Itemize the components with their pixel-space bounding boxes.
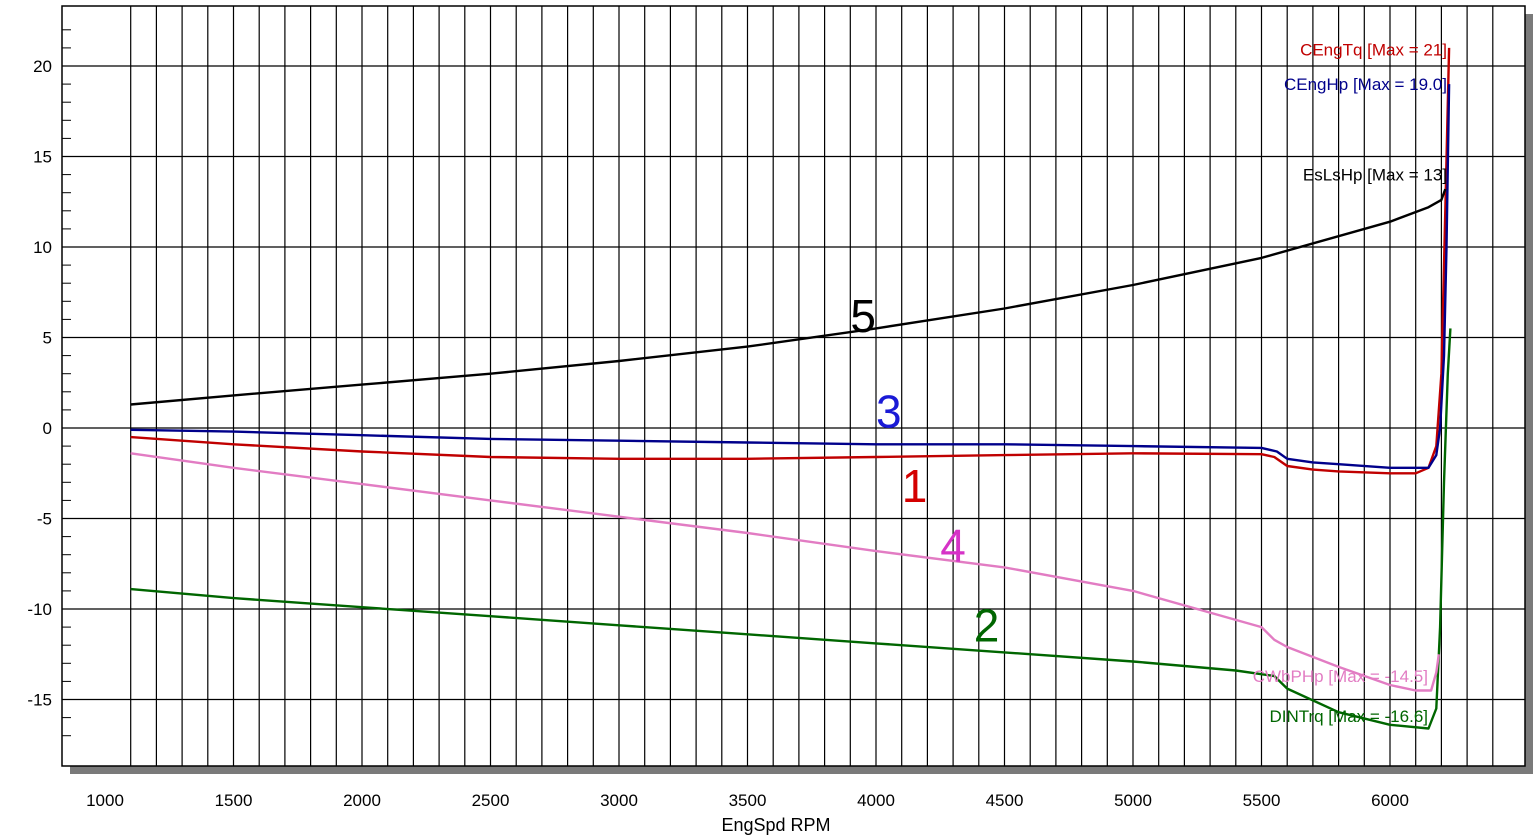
series-marker-3: 3 [876, 386, 902, 438]
x-tick-label: 2500 [472, 791, 510, 810]
series-marker-5: 5 [850, 290, 876, 342]
x-tick-label: 3000 [600, 791, 638, 810]
y-tick-label: 20 [33, 57, 52, 76]
x-tick-label: 3500 [729, 791, 767, 810]
plot-area [61, 5, 1526, 767]
legend-label-cenghp: CEngHp [Max = 19.0] [1284, 75, 1447, 94]
x-axis-title: EngSpd RPM [721, 815, 830, 835]
y-tick-label: 15 [33, 148, 52, 167]
x-tick-label: 4000 [857, 791, 895, 810]
series-layer [130, 47, 1452, 730]
y-tick-label: -15 [27, 691, 52, 710]
series-line-cwbphp [130, 452, 1440, 692]
legend-label-eslshp: EsLsHp [Max = 13] [1303, 166, 1447, 185]
x-tick-label: 1000 [86, 791, 124, 810]
legend-label-cengtq: CEngTq [Max = 21] [1300, 41, 1447, 60]
x-tick-label: 6000 [1371, 791, 1409, 810]
legend-label-dintrq: DINTrq [Max = -16.6] [1269, 707, 1428, 726]
y-tick-label: 0 [43, 419, 52, 438]
x-tick-label: 5500 [1243, 791, 1281, 810]
series-line-eslshp [130, 188, 1447, 406]
grid [62, 6, 1525, 766]
series-markers: 1 2 3 4 5 [850, 290, 999, 652]
y-tick-label: -5 [37, 510, 52, 529]
y-tick-label: 5 [43, 329, 52, 348]
series-line-cenghp [130, 84, 1451, 469]
legend-label-cwbphp: CWbPHp [Max = -14.5] [1253, 667, 1428, 686]
x-tick-label: 4500 [986, 791, 1024, 810]
y-axis: -15 -10 -5 0 5 10 15 20 [27, 29, 78, 737]
x-tick-label: 1500 [215, 791, 253, 810]
series-marker-4: 4 [940, 520, 966, 572]
series-marker-2: 2 [974, 599, 1000, 651]
x-tick-label: 2000 [343, 791, 381, 810]
series-line-cengtq [130, 47, 1451, 475]
series-marker-1: 1 [902, 460, 928, 512]
y-tick-label: -10 [27, 600, 52, 619]
series-line-dintrq [130, 328, 1452, 730]
x-tick-label: 5000 [1114, 791, 1152, 810]
y-tick-label: 10 [33, 238, 52, 257]
legend: CEngTq [Max = 21] DINTrq [Max = -16.6] CEn… [1253, 41, 1447, 726]
x-axis: 1000 1500 2000 2500 3000 3500 4000 4500 5000 5500… [86, 791, 1409, 810]
